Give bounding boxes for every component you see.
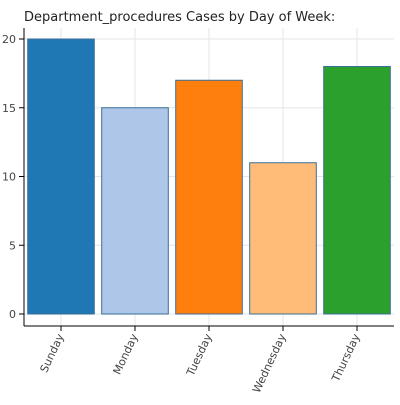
bar-sunday — [27, 38, 95, 315]
x-tick-layer: Sunday Monday Tuesday Wednesday Thursday — [38, 326, 363, 395]
chart-title: Department_procedures Cases by Day of We… — [24, 10, 335, 25]
x-tick-label-tuesday: Tuesday — [184, 331, 215, 378]
y-tick-label: 0 — [9, 308, 16, 321]
bar-thursday — [323, 66, 391, 315]
x-tick-label-thursday: Thursday — [329, 331, 363, 384]
y-tick-label: 10 — [2, 171, 16, 184]
y-tick-label: 20 — [2, 33, 16, 46]
bar-wednesday — [249, 162, 317, 315]
y-tick-label: 5 — [9, 239, 16, 252]
bar-layer — [27, 38, 391, 315]
y-tick-label: 15 — [2, 102, 16, 115]
bar-monday — [101, 107, 169, 315]
x-tick-label-monday: Monday — [111, 331, 141, 376]
x-tick-label-wednesday: Wednesday — [250, 331, 289, 395]
y-tick-layer: 0 5 10 15 20 — [2, 33, 24, 321]
x-tick-label-sunday: Sunday — [38, 331, 67, 374]
bar-tuesday — [175, 79, 243, 315]
